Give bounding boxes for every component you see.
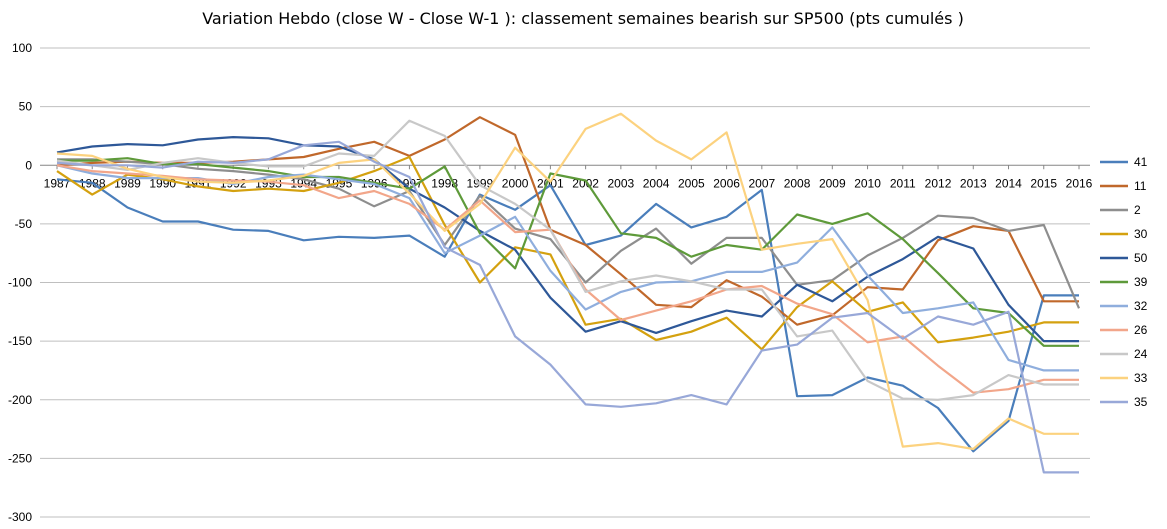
x-tick-label: 2006: [713, 176, 740, 190]
legend-label-30: 30: [1134, 227, 1148, 241]
series-line-11: [56, 116, 1079, 326]
x-tick-label: 2014: [995, 176, 1022, 190]
legend-label-33: 33: [1134, 371, 1148, 385]
y-tick-label: -200: [8, 393, 32, 407]
legend-label-50: 50: [1134, 251, 1148, 265]
x-tick-label: 1999: [467, 176, 494, 190]
legend-label-11: 11: [1134, 179, 1147, 193]
series-line-35: [56, 140, 1079, 474]
legend-label-39: 39: [1134, 275, 1148, 289]
legend: 41 11 2 30 50 39 32 26 24 33 35: [1100, 155, 1148, 409]
legend-label-41: 41: [1134, 155, 1148, 169]
legend-label-24: 24: [1134, 347, 1148, 361]
series-line-26: [56, 164, 1079, 394]
chart-title: Variation Hebdo (close W - Close W-1 ): …: [202, 9, 964, 28]
y-tick-label: 100: [12, 41, 32, 55]
x-tick-label: 1989: [114, 176, 141, 190]
legend-label-32: 32: [1134, 299, 1148, 313]
legend-label-2: 2: [1134, 203, 1141, 217]
x-tick-label: 2007: [748, 176, 775, 190]
x-tick-label: 2005: [678, 176, 705, 190]
legend-label-35: 35: [1134, 395, 1148, 409]
series-lines: [56, 112, 1081, 474]
x-tick-label: 2015: [1030, 176, 1057, 190]
y-tick-label: -100: [8, 276, 32, 290]
x-tick-label: 2009: [819, 176, 846, 190]
x-tick-label: 2004: [643, 176, 670, 190]
x-tick-label: 2010: [854, 176, 881, 190]
series-line-32: [56, 164, 1079, 372]
x-tick-label: 2012: [925, 176, 952, 190]
y-tick-label: -300: [8, 510, 32, 524]
x-tick-label: 2011: [890, 176, 916, 190]
x-tick-label: 2000: [502, 176, 529, 190]
x-tick-label: 2013: [960, 176, 987, 190]
y-tick-label: 0: [25, 158, 32, 172]
y-axis-tick-labels: 100 50 0 -50 -100 -150 -200 -250 -300: [8, 41, 32, 524]
series-line-41: [56, 178, 1079, 453]
y-tick-label: 50: [19, 100, 33, 114]
x-tick-label: 2001: [537, 176, 564, 190]
x-tick-label: 2016: [1066, 176, 1093, 190]
series-line-50: [56, 136, 1079, 343]
y-tick-label: -50: [15, 217, 33, 231]
series-line-33: [56, 112, 1079, 451]
y-tick-label: -250: [8, 451, 32, 465]
x-tick-label: 2003: [608, 176, 635, 190]
y-tick-label: -150: [8, 334, 32, 348]
legend-label-26: 26: [1134, 323, 1148, 337]
x-tick-label: 2008: [784, 176, 811, 190]
series-line-39: [57, 157, 1079, 347]
